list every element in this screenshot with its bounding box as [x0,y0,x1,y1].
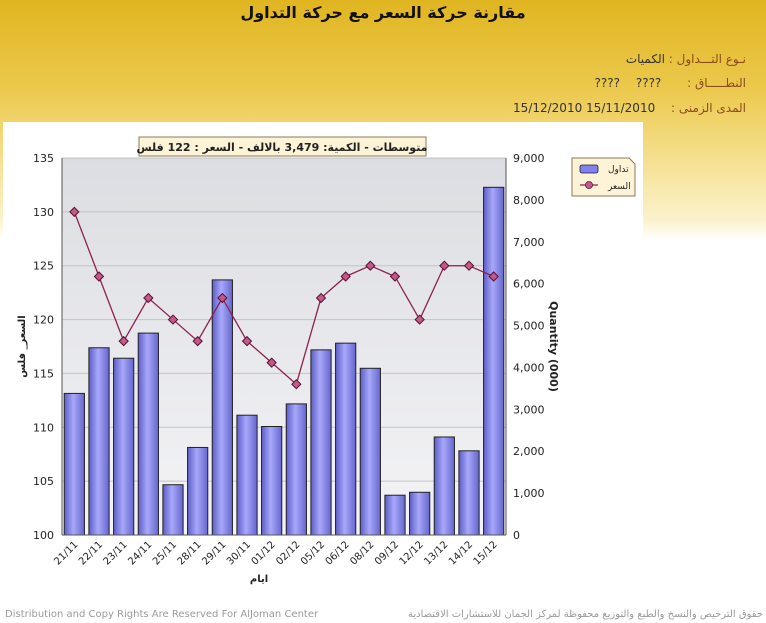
price-point [93,271,105,282]
footer-copyright-ar: حقوق الترخيص والنسخ والطبع والتوزيع محفو… [407,609,763,620]
right-tick-label: 2,000 [513,445,545,458]
legend-swatch-volume [579,164,599,174]
volume-bar [458,450,480,536]
left-tick-label: 110 [33,421,54,434]
page-title: مقارنة حركة السعر مع حركة التداول [240,3,526,22]
right-tick-label: 0 [513,529,520,542]
x-tick-label: 25/11 [151,539,179,567]
price-point [167,314,179,325]
x-tick-label: 14/12 [447,539,475,567]
price-line [73,211,494,386]
volume-bar [335,342,357,536]
volume-bar [285,403,307,536]
price-point [69,206,80,218]
period-row: المدى الزمنى : 15/11/2010 15/12/2010 [513,101,746,115]
annotation-text: متوسطات - الكمية: 3,479 بالالف - السعر :… [137,141,428,154]
volume-bar [359,367,381,536]
x-tick-label: 12/12 [398,539,426,567]
price-point [217,292,228,304]
volume-bar [433,436,455,536]
x-axis-title: ايام [250,574,268,585]
left-axis-title: السعر_ فلس [17,315,28,377]
range-value-2: ???? [594,76,620,90]
price-point [315,292,327,304]
left-tick-label: 125 [33,260,54,273]
trade-type-row: نـوع التـــداول : الكميات [626,52,746,66]
range-row: النطـــــاق : ???? ???? [595,76,746,90]
x-tick-label: 06/12 [324,539,352,567]
price-volume-chart: 100 105 110 115 120 125 130 135 0 1,000 2,000 3,000… [17,136,636,585]
x-tick-label: 13/12 [422,539,450,567]
volume-bar [113,357,135,536]
volume-bar [162,484,184,536]
left-tick-label: 135 [33,152,54,165]
x-tick-label: 24/11 [126,539,154,567]
volume-bar [187,446,209,536]
volume-bar [384,494,406,536]
right-tick-label: 6,000 [513,278,545,291]
range-value-1: ???? [635,76,662,90]
volume-bar [63,392,85,536]
x-tick-label: 09/12 [373,539,401,567]
price-point [241,335,253,347]
right-tick-label: 3,000 [513,403,545,416]
footer-copyright-en: Distribution and Copy Rights Are Reserve… [5,609,319,620]
volume-bar [483,186,505,536]
annotation-box [138,136,427,157]
volume-bar [261,426,283,536]
x-tick-label: 29/11 [200,539,228,567]
right-tick-label: 8,000 [513,194,545,207]
price-point [488,271,499,282]
right-axis-title: Quantity (000) [547,301,560,392]
trade-type-label: نـوع التـــداول : [668,52,746,66]
left-tick-label: 100 [33,529,54,542]
price-point [291,378,302,390]
price-point [463,260,475,271]
period-label: المدى الزمنى : [671,101,746,115]
right-tick-label: 7,000 [513,236,545,249]
volume-bar [310,349,332,536]
period-value: 15/11/2010 15/12/2010 [513,101,656,115]
x-tick-label: 15/12 [472,539,500,567]
right-tick-label: 5,000 [513,320,545,333]
legend-label-volume: تداول [608,165,629,175]
x-tick-label: 02/12 [274,539,302,567]
price-point [192,335,203,347]
right-tick-label: 4,000 [513,361,545,374]
legend-swatch-price-marker [585,181,593,189]
volume-bar [236,414,258,536]
left-tick-label: 120 [33,314,54,327]
x-tick-label: 05/12 [299,539,327,567]
right-tick-label: 9,000 [513,152,545,165]
plot-area [62,158,506,535]
price-point [414,314,425,325]
price-point [118,335,129,347]
price-point [439,260,450,271]
price-point [340,271,351,282]
trade-type-value: الكميات [625,52,665,66]
range-label: النطـــــاق : [687,76,746,90]
volume-bar [409,491,431,536]
x-tick-label: 21/11 [52,539,80,567]
volume-bar [211,279,233,536]
left-tick-label: 105 [33,475,54,488]
x-tick-label: 23/11 [102,539,130,567]
left-tick-label: 130 [33,206,54,219]
x-tick-label: 01/12 [250,539,278,567]
price-point [389,271,401,282]
volume-bar [88,347,110,536]
legend-label-price: السعر [607,182,631,192]
price-point [365,260,376,271]
price-point [266,357,277,368]
price-point [143,292,154,304]
chart-panel: 100 105 110 115 120 125 130 135 0 1,000 2,000 3,000… [3,122,643,598]
left-tick-label: 115 [33,367,54,380]
volume-bar [137,332,159,536]
x-tick-label: 08/12 [348,539,376,567]
x-tick-label: 22/11 [77,539,105,567]
right-tick-label: 1,000 [513,487,545,500]
x-tick-label: 30/11 [225,539,253,567]
x-tick-label: 28/11 [176,539,204,567]
